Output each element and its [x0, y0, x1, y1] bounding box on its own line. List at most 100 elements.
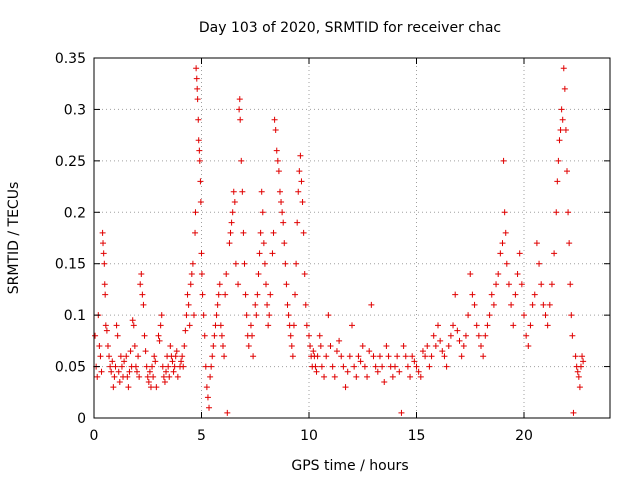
data-point: [210, 343, 217, 349]
data-point: [147, 384, 154, 391]
data-point: [166, 373, 173, 380]
x-axis-label: GPS time / hours: [291, 458, 408, 474]
data-point: [364, 373, 371, 380]
data-point: [235, 281, 242, 288]
data-point: [121, 358, 128, 365]
data-point: [544, 322, 551, 329]
data-point: [156, 337, 163, 344]
data-point: [116, 379, 123, 385]
x-tick-label: 10: [300, 428, 318, 444]
data-point: [493, 281, 500, 288]
data-point: [439, 348, 446, 355]
data-point: [542, 312, 549, 319]
data-point: [327, 343, 334, 349]
data-point: [374, 368, 381, 375]
data-point: [480, 353, 487, 360]
data-point: [280, 219, 287, 226]
data-point: [160, 373, 167, 380]
data-point: [157, 322, 164, 329]
data-point: [153, 384, 160, 391]
data-point: [187, 281, 194, 288]
data-point: [265, 322, 272, 329]
data-point: [117, 353, 124, 360]
data-point: [303, 322, 310, 329]
x-tick-label: 20: [515, 428, 533, 444]
data-point: [190, 312, 197, 319]
data-point: [381, 379, 388, 385]
data-point: [407, 373, 414, 380]
data-point: [107, 363, 114, 370]
data-point: [101, 281, 108, 288]
data-point: [580, 358, 587, 365]
data-point: [193, 75, 200, 82]
y-tick-label: 0.35: [55, 51, 86, 67]
data-point: [108, 368, 115, 375]
data-point: [172, 353, 179, 360]
data-point: [396, 368, 403, 375]
data-point: [561, 85, 568, 92]
data-point: [287, 332, 294, 339]
data-point: [212, 322, 219, 329]
data-point: [102, 291, 109, 298]
data-point: [454, 327, 461, 334]
data-point: [214, 301, 221, 308]
plot-frame: [93, 57, 611, 419]
data-point: [383, 343, 390, 349]
data-point: [215, 291, 222, 298]
data-point: [538, 281, 545, 288]
data-point: [281, 240, 288, 247]
data-point: [109, 358, 116, 365]
data-point: [104, 343, 111, 349]
data-point: [152, 358, 159, 365]
data-point: [97, 353, 104, 360]
data-point: [577, 363, 584, 370]
data-point: [272, 127, 279, 133]
data-point: [207, 373, 214, 380]
data-point: [144, 373, 151, 380]
data-point: [325, 312, 332, 319]
data-point: [355, 353, 362, 360]
data-point: [209, 353, 216, 360]
data-point: [299, 199, 306, 205]
data-point: [127, 348, 134, 355]
data-point: [342, 384, 349, 391]
axis-ticks: 0 0.05 0.1 0.15 0.2 0.25 0.3 0.35 0 5 10 15 20: [55, 51, 610, 444]
data-point: [231, 199, 238, 205]
data-point: [130, 322, 137, 329]
data-point: [389, 373, 396, 380]
data-point: [456, 337, 463, 344]
data-point: [426, 363, 433, 370]
data-point: [243, 312, 250, 319]
data-point: [249, 332, 256, 339]
data-point: [253, 312, 260, 319]
data-point: [179, 353, 186, 360]
y-tick-label: 0.1: [64, 308, 86, 324]
data-point: [136, 373, 143, 380]
data-point: [266, 312, 273, 319]
data-point: [313, 368, 320, 375]
data-point: [161, 379, 168, 385]
data-point: [366, 348, 373, 355]
data-point: [256, 250, 263, 257]
data-point: [570, 409, 577, 416]
data-point: [503, 260, 510, 267]
data-point: [115, 368, 122, 375]
data-point: [125, 384, 132, 391]
data-point: [516, 250, 523, 257]
data-point: [554, 178, 561, 185]
data-point: [239, 188, 246, 195]
data-point: [238, 157, 245, 164]
data-point: [269, 250, 276, 257]
data-point: [357, 358, 364, 365]
data-point: [134, 368, 140, 375]
data-point: [260, 240, 267, 247]
data-point: [193, 65, 200, 72]
data-point: [202, 363, 209, 370]
data-points: [92, 65, 587, 416]
data-point: [242, 291, 249, 298]
data-point: [186, 322, 193, 329]
data-point: [361, 363, 368, 370]
data-point: [411, 358, 418, 365]
data-point: [531, 291, 538, 298]
data-point: [102, 322, 109, 329]
